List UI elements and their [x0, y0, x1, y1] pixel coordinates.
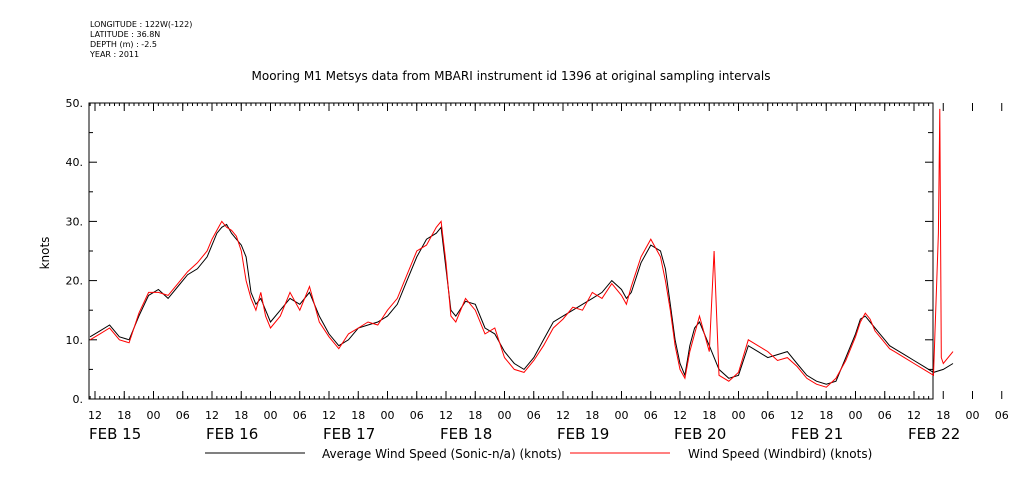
x-tick-label: 18 [351, 409, 365, 422]
x-tick-label: 00 [381, 409, 395, 422]
x-tick-label: 12 [439, 409, 453, 422]
x-tick-label: 18 [585, 409, 599, 422]
x-tick-label: 06 [995, 409, 1009, 422]
x-day-label: FEB 19 [557, 425, 609, 443]
x-tick-label: 00 [264, 409, 278, 422]
x-tick-label: 18 [936, 409, 950, 422]
x-tick-label: 18 [468, 409, 482, 422]
x-tick-label: 06 [410, 409, 424, 422]
x-tick-label: 06 [176, 409, 190, 422]
y-tick-label: 10. [66, 334, 84, 347]
x-tick-label: 12 [322, 409, 336, 422]
x-tick-label: 18 [819, 409, 833, 422]
x-tick-label: 12 [205, 409, 219, 422]
x-day-label: FEB 20 [674, 425, 726, 443]
x-day-label: FEB 22 [908, 425, 960, 443]
x-tick-label: 06 [644, 409, 658, 422]
x-tick-label: 00 [732, 409, 746, 422]
x-day-label: FEB 15 [89, 425, 141, 443]
x-tick-label: 12 [907, 409, 921, 422]
x-tick-label: 06 [878, 409, 892, 422]
latitude-label: LATITUDE : 36.8N [90, 30, 161, 39]
series-line-windbird-wind-speed [89, 108, 954, 388]
x-tick-label: 18 [117, 409, 131, 422]
legend-label-windbird: Wind Speed (Windbird) (knots) [688, 447, 872, 461]
x-tick-label: 06 [761, 409, 775, 422]
x-tick-label: 12 [790, 409, 804, 422]
x-tick-label: 00 [615, 409, 629, 422]
legend-label-average: Average Wind Speed (Sonic-n/a) (knots) [322, 447, 562, 461]
y-tick-label: 0. [73, 393, 84, 406]
y-tick-label: 20. [66, 275, 84, 288]
x-tick-label: 06 [293, 409, 307, 422]
y-tick-label: 50. [66, 97, 84, 110]
x-axis: 12 18 00 06 12 18 00 06 12 18 00 06 12 18 00 06 12 18 00 06… [88, 103, 1009, 443]
longitude-label: LONGITUDE : 122W(-122) [90, 20, 193, 29]
y-tick-label: 40. [66, 156, 84, 169]
y-tick-label: 30. [66, 215, 84, 228]
depth-label: DEPTH (m) : -2.5 [90, 40, 157, 49]
x-tick-label: 00 [849, 409, 863, 422]
x-day-label: FEB 21 [791, 425, 843, 443]
x-day-label: FEB 17 [323, 425, 375, 443]
series-lines [89, 108, 954, 388]
y-axis-label: knots [38, 237, 52, 270]
legend: Average Wind Speed (Sonic-n/a) (knots) W… [205, 447, 872, 461]
x-tick-label: 12 [673, 409, 687, 422]
series-line-average-wind-speed [89, 223, 954, 385]
chart-title: Mooring M1 Metsys data from MBARI instru… [252, 69, 771, 83]
x-tick-label: 12 [556, 409, 570, 422]
x-tick-label: 00 [498, 409, 512, 422]
x-tick-label: 00 [966, 409, 980, 422]
y-axis: 0. 10. 20. 30. 40. 50. [66, 97, 933, 406]
x-tick-label: 18 [234, 409, 248, 422]
x-tick-label: 00 [147, 409, 161, 422]
x-tick-label: 12 [88, 409, 102, 422]
plot-frame [88, 102, 934, 400]
x-tick-label: 18 [702, 409, 716, 422]
x-day-label: FEB 16 [206, 425, 258, 443]
x-day-label: FEB 18 [440, 425, 492, 443]
year-label: YEAR : 2011 [90, 50, 140, 59]
x-tick-label: 06 [527, 409, 541, 422]
station-metadata: LONGITUDE : 122W(-122) LATITUDE : 36.8N … [90, 20, 192, 60]
